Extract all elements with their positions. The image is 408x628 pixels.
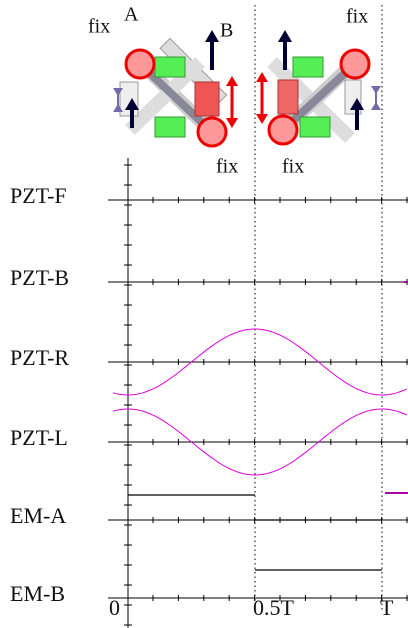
time-label: T: [380, 595, 394, 620]
annotation: fix: [216, 156, 238, 178]
signal-label: PZT-L: [10, 425, 68, 450]
signal-label: PZT-R: [10, 345, 69, 370]
annotation: A: [124, 4, 139, 26]
mechanism-right: [256, 30, 381, 144]
figure: fix A B fix fix fix PZT-F PZT-B PZT-R PZT-L…: [0, 0, 408, 628]
time-label: 0: [109, 595, 120, 620]
mechanism-left: [113, 30, 238, 146]
annotation: fix: [88, 16, 110, 38]
annotation: B: [220, 20, 233, 42]
signal-label: PZT-B: [10, 265, 69, 290]
signal-label: PZT-F: [10, 183, 67, 208]
time-label: 0.5T: [253, 595, 295, 620]
annotation: fix: [346, 6, 368, 28]
signal-label: EM-B: [10, 581, 65, 606]
waveform: [128, 495, 382, 520]
annotation: fix: [282, 156, 304, 178]
signal-label: EM-A: [10, 503, 66, 528]
